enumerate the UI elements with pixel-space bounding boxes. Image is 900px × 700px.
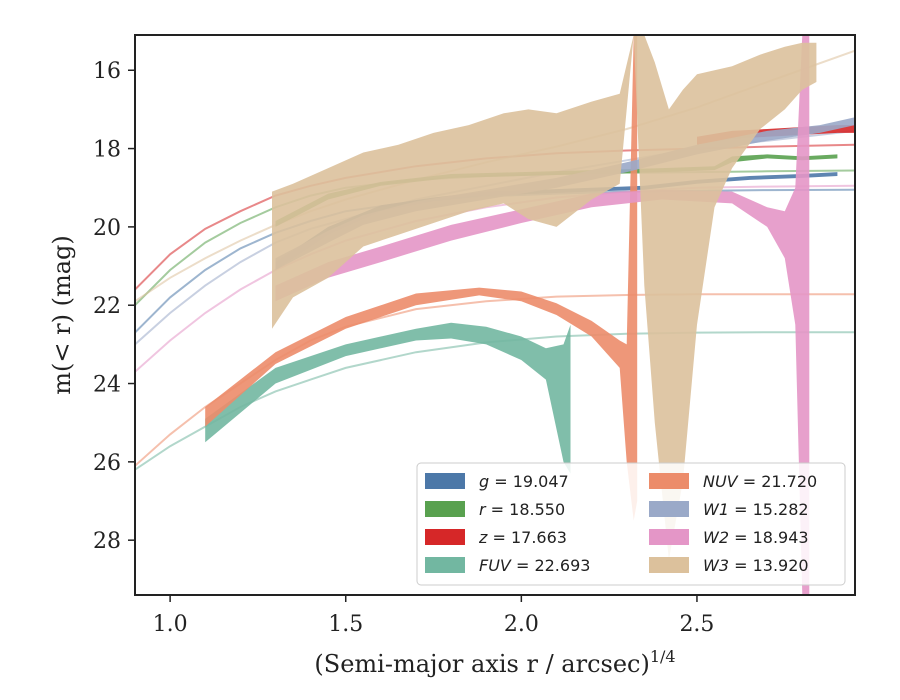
legend-entry-label: g = 19.047	[479, 472, 569, 491]
legend-entry-label: W2 = 18.943	[703, 528, 809, 547]
x-tick-label: 2.5	[679, 612, 714, 637]
y-tick-label: 24	[93, 373, 121, 398]
legend-swatch	[649, 501, 689, 517]
legend-swatch	[425, 557, 465, 573]
y-tick-label: 18	[93, 138, 121, 163]
y-tick-label: 26	[93, 451, 121, 476]
y-axis-label: m(< r) (mag)	[48, 235, 76, 394]
legend-entry-label: z = 17.663	[478, 528, 567, 547]
x-axis-label-superscript: 1/4	[650, 647, 676, 666]
axis-ticks: 1.0 1.5 2.0 2.5 16 18 20 22 24 26 28	[93, 59, 714, 637]
y-tick-label: 28	[93, 529, 121, 554]
x-tick-label: 1.5	[328, 612, 363, 637]
y-tick-label: 22	[93, 294, 121, 319]
data-band-5	[275, 117, 855, 270]
legend-swatch	[649, 473, 689, 489]
legend-swatch	[425, 473, 465, 489]
legend-entry-label: FUV = 22.693	[479, 556, 590, 575]
legend-entry-label: NUV = 21.720	[703, 472, 817, 491]
x-tick-label: 1.0	[153, 612, 188, 637]
x-axis-label: (Semi-major axis r / arcsec)1/4	[314, 647, 675, 678]
legend: g = 19.047 r = 18.550 z = 17.663 FUV = 22.6…	[416, 462, 846, 586]
legend-swatch	[649, 529, 689, 545]
plot-frame	[134, 34, 856, 596]
x-tick-label: 2.0	[504, 612, 539, 637]
legend-swatch	[425, 529, 465, 545]
legend-box	[416, 462, 846, 586]
legend-entry-label: W3 = 13.920	[703, 556, 809, 575]
data-band-4	[205, 35, 638, 521]
data-band-7	[272, 35, 817, 560]
plot-area	[135, 35, 855, 595]
y-tick-label: 16	[93, 59, 121, 84]
legend-swatch	[649, 557, 689, 573]
legend-entry-label: r = 18.550	[479, 500, 565, 519]
legend-entry-label: W1 = 15.282	[703, 500, 809, 519]
y-tick-label: 20	[93, 216, 121, 241]
legend-swatch	[425, 501, 465, 517]
